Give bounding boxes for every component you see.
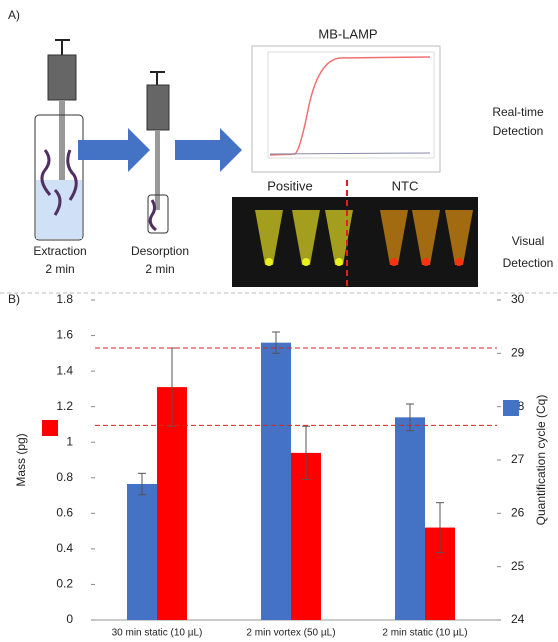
legend-swatch [503, 400, 519, 416]
x-tick-label: 2 min static (10 µL) [382, 628, 467, 639]
x-tick-label: 2 min vortex (50 µL) [246, 628, 335, 639]
realtime-label: Real-time [492, 105, 544, 119]
y2-tick-label: 29 [511, 346, 525, 360]
inset-title: MB-LAMP [318, 26, 377, 41]
y2-tick-label: 25 [511, 559, 525, 573]
x-tick-label: 30 min static (10 µL) [112, 628, 203, 639]
y-tick-label: 0.2 [56, 577, 73, 591]
y-tick-label: 0.8 [56, 470, 73, 484]
photo [232, 197, 478, 287]
panel-label: A) [8, 8, 20, 22]
y-axis-label: Mass (pg) [14, 433, 28, 486]
legend-swatch [42, 420, 58, 436]
y2-tick-label: 27 [511, 452, 525, 466]
y-tick-label: 1.4 [56, 363, 73, 377]
visual-label: Detection [503, 256, 554, 270]
desorption-time: 2 min [145, 262, 174, 276]
bar [127, 484, 157, 620]
y-tick-label: 0.6 [56, 506, 73, 520]
y2-tick-label: 30 [511, 292, 525, 306]
y2-tick-label: 26 [511, 506, 525, 520]
syringe [34, 39, 84, 241]
syringe [146, 71, 170, 234]
positive-label: Positive [267, 178, 313, 193]
bar [261, 342, 291, 620]
visual-label: Visual [512, 234, 544, 248]
extraction-label: Extraction [33, 244, 86, 258]
inset-plot [251, 45, 441, 173]
desorption-label: Desorption [131, 244, 189, 258]
y-tick-label: 0 [66, 612, 73, 626]
y-tick-label: 1.8 [56, 292, 73, 306]
y-tick-label: 0.4 [56, 541, 73, 555]
y2-tick-label: 24 [511, 612, 525, 626]
y-tick-label: 1.6 [56, 328, 73, 342]
realtime-label: Detection [493, 124, 544, 138]
y-tick-label: 1 [66, 434, 73, 448]
y-tick-label: 1.2 [56, 399, 73, 413]
bar [291, 452, 321, 620]
ntc-label: NTC [392, 178, 419, 193]
extraction-time: 2 min [45, 262, 74, 276]
arrow [78, 128, 150, 172]
panel-label: B) [8, 292, 20, 306]
arrow [175, 128, 242, 172]
bar [395, 417, 425, 620]
y2-axis-label: Quantification cycle (Cq) [534, 395, 548, 526]
